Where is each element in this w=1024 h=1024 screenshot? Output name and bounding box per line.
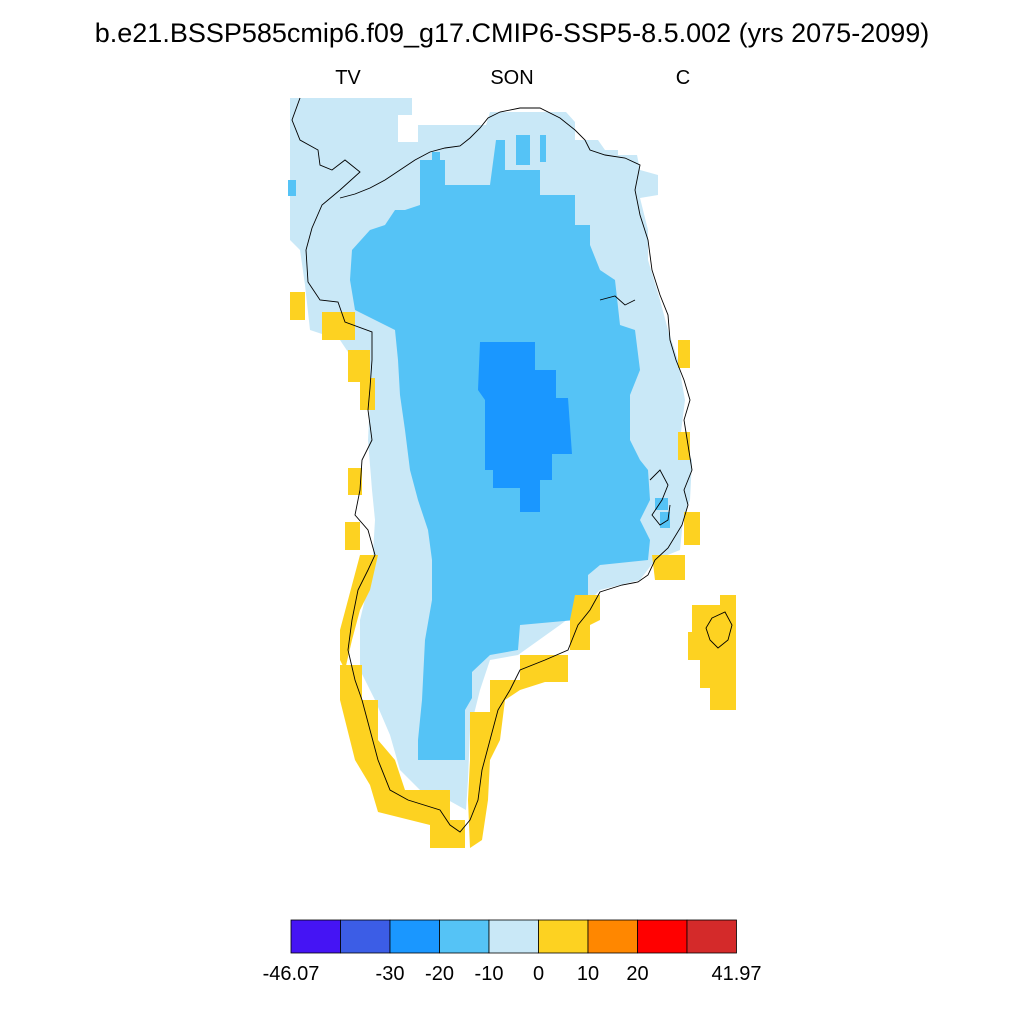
region-east-patch-1 [655, 498, 668, 510]
yellow-cell [652, 555, 685, 580]
map-title: b.e21.BSSP585cmip6.f09_g17.CMIP6-SSP5-8.… [94, 18, 930, 48]
yellow-cell [345, 522, 360, 550]
yellow-cell [360, 378, 375, 410]
region-north-strip-2 [516, 135, 530, 165]
yellow-cell [678, 340, 690, 368]
colorbar-bin [587, 919, 638, 954]
yellow-cell [290, 292, 305, 320]
region-north-patch [288, 180, 296, 196]
region-north-strip-3 [540, 135, 546, 162]
yellow-cell [468, 655, 568, 848]
region-0-to-10 [290, 292, 736, 848]
yellow-cell [322, 312, 355, 340]
colorbar-bin [439, 919, 490, 954]
coastline-main [291, 97, 693, 833]
colorbar-tick-label: 41.97 [711, 963, 761, 985]
yellow-cell [688, 595, 736, 710]
colorbar-bin [637, 919, 688, 954]
colorbar-bin [290, 919, 341, 954]
colorbar-tick-label: -46.07 [263, 963, 320, 985]
colorbar-bin [538, 919, 589, 954]
colorbar-bin [686, 919, 737, 954]
colorbar-bin [488, 919, 539, 954]
yellow-cell [684, 512, 700, 545]
colorbar-tick-label: -10 [475, 963, 504, 985]
colorbar-tick-label: 10 [577, 963, 599, 985]
colorbar-bin [340, 919, 391, 954]
yellow-cell [570, 595, 600, 650]
coastline-inner-fjord [649, 469, 671, 526]
coastline-island [705, 611, 733, 649]
season-label: SON [490, 67, 534, 89]
yellow-cell [348, 350, 370, 382]
units-label: C [675, 67, 691, 89]
region-minus20-to-minus30 [478, 342, 572, 512]
coastline [291, 97, 733, 833]
colorbar-tick-label: 0 [533, 963, 544, 985]
colorbar-tick-label: -30 [376, 963, 405, 985]
variable-label: TV [335, 67, 361, 89]
colorbar-tick-label: 20 [626, 963, 648, 985]
coastline-east-spur [599, 295, 636, 306]
region-north-strip-1 [432, 152, 440, 170]
colorbar-tick-label: -20 [425, 963, 454, 985]
region-east-patch-2 [660, 512, 670, 528]
yellow-cell [348, 468, 362, 495]
colorbar-bin [389, 919, 440, 954]
yellow-cell [340, 665, 465, 848]
